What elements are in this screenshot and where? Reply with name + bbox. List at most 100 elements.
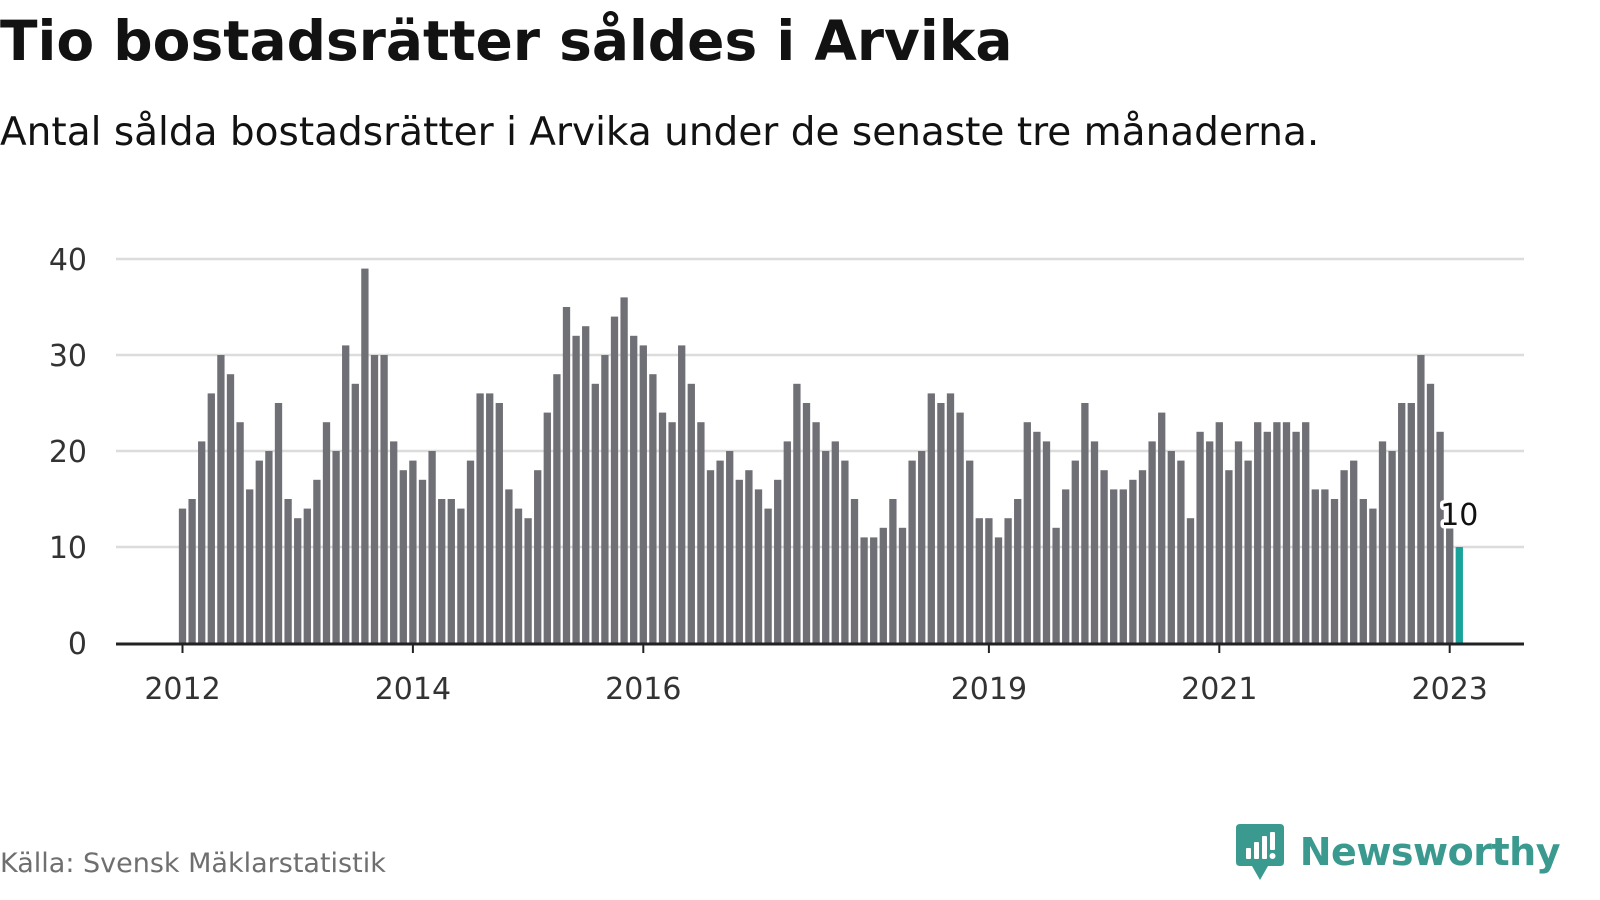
bar [802, 403, 811, 643]
bar [198, 441, 206, 643]
bar [1186, 518, 1195, 643]
y-tick-label-20: 20 [49, 435, 87, 470]
chart-title: Tio bostadsrätter såldes i Arvika [0, 9, 1013, 73]
bar [226, 374, 235, 643]
bar [1282, 422, 1291, 643]
bar [322, 422, 331, 643]
chart-subtitle: Antal sålda bostadsrätter i Arvika under… [0, 110, 1320, 155]
bar [946, 393, 955, 643]
y-tick-label-40: 40 [49, 243, 87, 278]
x-tick-label-2012: 2012 [144, 672, 220, 707]
bar [956, 412, 964, 643]
bar [831, 441, 839, 643]
y-tick-label-30: 30 [49, 339, 87, 374]
bar [514, 508, 523, 643]
bar [351, 383, 359, 643]
bar [1033, 431, 1041, 643]
bar [927, 393, 935, 643]
bar [1292, 431, 1300, 643]
bar [879, 527, 887, 643]
bar [409, 460, 417, 643]
bar [1225, 470, 1233, 643]
bar [1100, 470, 1108, 643]
bar [1350, 460, 1358, 643]
bar [994, 537, 1003, 643]
bar [447, 499, 455, 643]
bar [1426, 383, 1435, 643]
bar [428, 451, 436, 643]
bar [1071, 460, 1079, 643]
bar [1378, 441, 1387, 643]
bar [1110, 489, 1118, 643]
bar [418, 479, 427, 643]
axes [116, 642, 1524, 653]
x-tick-label-2021: 2021 [1181, 672, 1257, 707]
bar [1215, 422, 1223, 643]
bar [466, 460, 475, 643]
y-tick-label-10: 10 [49, 531, 87, 566]
bar [1062, 489, 1070, 643]
bar [505, 489, 513, 643]
bar [1206, 441, 1214, 643]
bar [1446, 527, 1454, 643]
bar [361, 268, 369, 643]
source-note: Källa: Svensk Mäklarstatistik [0, 848, 386, 879]
bar [1321, 489, 1329, 643]
bar [1014, 499, 1022, 643]
bar [457, 508, 465, 643]
bar [1263, 431, 1271, 643]
bar [553, 374, 561, 643]
bar [668, 422, 676, 643]
bar [274, 403, 283, 643]
bar [1330, 499, 1339, 643]
bar [543, 412, 551, 643]
bar [1129, 479, 1137, 643]
brand-logo: Newsworthy [1234, 822, 1561, 882]
bar [793, 383, 801, 643]
bar [178, 508, 187, 643]
bar [620, 297, 628, 643]
bar [764, 508, 772, 643]
bar [1138, 470, 1147, 643]
bar [188, 499, 196, 643]
bar [687, 383, 695, 643]
x-tick-label-2023: 2023 [1412, 672, 1488, 707]
bar [313, 479, 321, 643]
bar [236, 422, 244, 643]
bar [860, 537, 868, 643]
bar [841, 460, 849, 643]
bar [591, 383, 599, 643]
bar [476, 393, 484, 643]
bar [1234, 441, 1243, 643]
bar [495, 403, 503, 643]
bar [1417, 355, 1425, 643]
bar [1398, 403, 1406, 643]
bar [255, 460, 263, 643]
bar [246, 489, 254, 643]
bar [783, 441, 791, 643]
bar [812, 422, 820, 643]
bar [1369, 508, 1377, 643]
bar [1311, 489, 1319, 643]
bars [178, 268, 1463, 643]
bar [438, 499, 446, 643]
bar [1148, 441, 1156, 643]
bar [735, 479, 743, 643]
bar [1023, 422, 1031, 643]
bar [1302, 422, 1310, 643]
bar [1177, 460, 1185, 643]
bar [303, 508, 311, 643]
bar [850, 499, 859, 643]
bar [294, 518, 302, 643]
x-tick-label-2019: 2019 [951, 672, 1027, 707]
bar [1167, 451, 1175, 643]
bar [207, 393, 215, 643]
bar [1081, 403, 1089, 643]
bar [1340, 470, 1348, 643]
bar [649, 374, 657, 643]
bar [1090, 441, 1099, 643]
bar [601, 355, 609, 643]
bar [370, 355, 379, 643]
bar [380, 355, 388, 643]
